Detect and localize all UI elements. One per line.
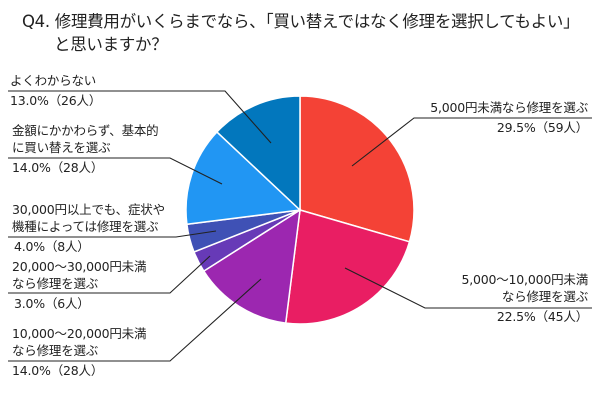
pie-slice-1 xyxy=(284,209,411,325)
leader-line-replace xyxy=(8,157,223,185)
leader-line-5000-10000 xyxy=(344,267,592,309)
label-30000-plus: 30,000円以上でも、症状や 機種によっては修理を選ぶ 4.0%（8人） xyxy=(12,202,165,254)
leader-line-unknown xyxy=(8,90,272,144)
label-under-5000: 5,000円未満なら修理を選ぶ 29.5%（59人） xyxy=(430,100,588,135)
chart-title: Q4. 修理費用がいくらまでなら、「買い替えではなく修理を選択してもよい」 と思… xyxy=(22,10,580,56)
pie-slices xyxy=(185,95,415,325)
label-10000-20000: 10,000〜20,000円未満 なら修理を選ぶ 14.0%（28人） xyxy=(12,326,147,378)
pie-slice-5 xyxy=(185,130,302,226)
label-replace-regardless: 金額にかかわらず、基本的 に買い替えを選ぶ 14.0%（28人） xyxy=(12,123,159,175)
title-line-2: と思いますか？ xyxy=(54,35,168,54)
pie-slice-6 xyxy=(215,95,301,212)
leader-line-under-5000 xyxy=(351,117,592,167)
leader-lines xyxy=(8,90,592,362)
leader-line-30000-plus xyxy=(8,230,217,238)
leader-line-10000-20000 xyxy=(8,278,262,362)
label-20000-30000: 20,000〜30,000円未満 なら修理を選ぶ 3.0%（6人） xyxy=(12,259,147,311)
pie-slice-2 xyxy=(202,208,301,324)
leader-line-20000-30000 xyxy=(8,255,211,294)
title-line-1: Q4. 修理費用がいくらまでなら、「買い替えではなく修理を選択してもよい」 xyxy=(22,12,580,31)
pie-slice-0 xyxy=(299,95,415,243)
label-5000-10000: 5,000〜10,000円未満 なら修理を選ぶ 22.5%（45人） xyxy=(461,272,588,324)
label-unknown: よくわからない 13.0%（26人） xyxy=(10,73,102,108)
